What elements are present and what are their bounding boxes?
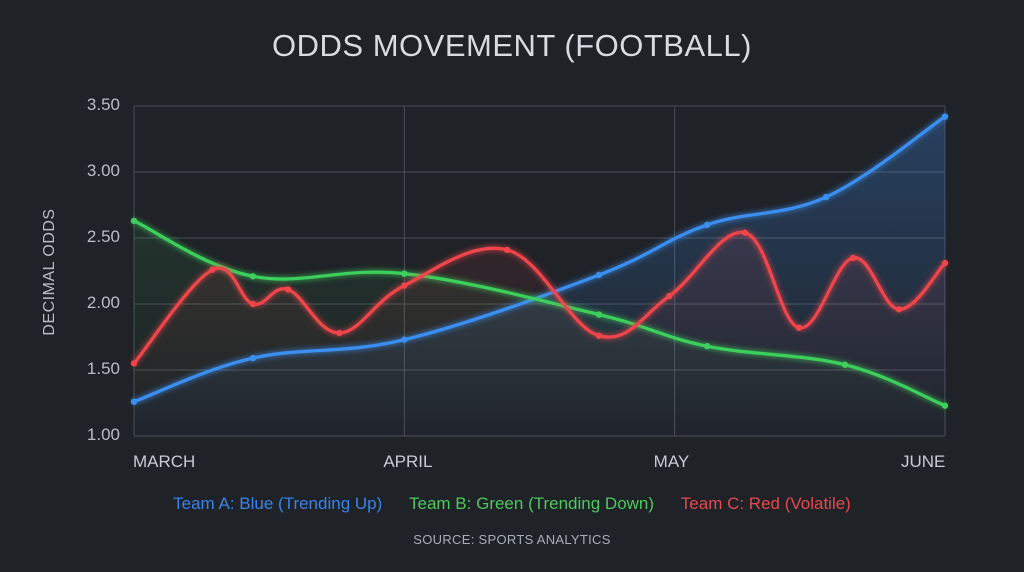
team-c-point	[401, 282, 408, 289]
team-b-point	[401, 270, 408, 277]
team-a-point	[249, 354, 257, 362]
team-b-point	[703, 343, 711, 350]
team-a-point	[822, 193, 830, 201]
team-b-point	[941, 402, 949, 409]
team-b-point	[841, 361, 849, 368]
team-a-point	[595, 271, 603, 279]
chart-title: ODDS MOVEMENT (FOOTBALL)	[272, 28, 752, 63]
team-c-point	[249, 300, 257, 308]
source-note: SOURCE: SPORTS ANALYTICS	[413, 532, 611, 547]
legend-team-a: Team A: Blue (Trending Up)	[173, 494, 383, 513]
team-c-point	[895, 306, 903, 313]
y-tick-label: 3.50	[86, 95, 120, 114]
team-c-point	[209, 266, 216, 273]
team-c-point	[666, 292, 673, 300]
team-b-point	[595, 311, 603, 318]
y-axis-label: DECIMAL ODDS	[41, 208, 58, 336]
team-c-area	[134, 232, 945, 436]
legend: Team A: Blue (Trending Up) Team B: Green…	[0, 494, 1024, 514]
team-c-point	[941, 259, 949, 267]
legend-team-c: Team C: Red (Volatile)	[680, 494, 851, 513]
team-c-point	[595, 332, 603, 339]
team-a-point	[130, 398, 138, 405]
team-c-point	[849, 254, 857, 261]
series-points	[130, 113, 949, 409]
team-c-point	[336, 329, 343, 337]
team-c-point	[795, 324, 803, 331]
team-a-point	[941, 113, 949, 120]
team-b-point	[130, 217, 138, 225]
legend-team-b: Team B: Green (Trending Down)	[409, 494, 655, 513]
team-c-point	[284, 286, 292, 293]
y-tick-label: 1.50	[86, 359, 120, 378]
x-tick-label: APRIL	[383, 452, 433, 471]
team-c-line	[132, 230, 947, 365]
x-tick-label: MARCH	[133, 452, 196, 471]
team-a-point	[703, 221, 711, 228]
team-b-point	[249, 273, 257, 280]
x-tick-label: MAY	[653, 452, 690, 471]
y-tick-label: 2.00	[86, 293, 120, 312]
team-c-point	[741, 229, 749, 236]
y-tick-label: 1.00	[86, 425, 120, 444]
team-c-point	[130, 360, 138, 367]
y-tick-label: 2.50	[86, 227, 120, 246]
y-tick-label: 3.00	[86, 161, 120, 180]
team-c-point	[503, 246, 511, 254]
team-a-point	[401, 336, 408, 343]
x-tick-label: JUNE	[901, 452, 946, 471]
